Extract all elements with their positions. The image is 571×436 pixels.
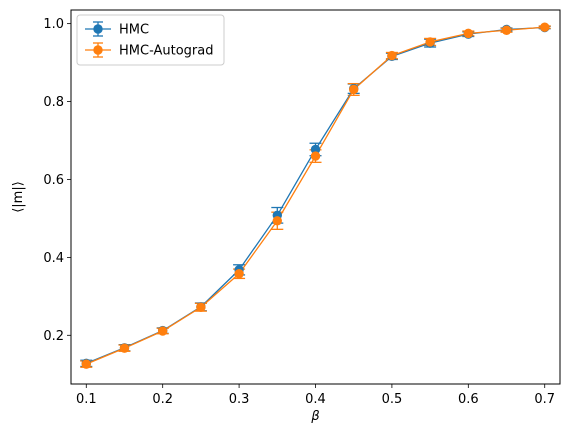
hmc-autograd-point [425, 37, 435, 47]
hmc-autograd-point [234, 269, 244, 279]
hmc-autograd-point [540, 22, 550, 32]
legend-marker [93, 24, 103, 34]
hmc-autograd-point [349, 84, 359, 95]
hmc-autograd-point [157, 326, 168, 336]
x-tick-label: 0.2 [152, 392, 173, 407]
x-axis-ticks: 0.1 0.2 0.3 0.4 0.5 0.6 0.7 [76, 384, 555, 407]
hmc-autograd-point [310, 151, 321, 161]
x-axis-label: β [310, 409, 319, 424]
x-tick-label: 0.3 [229, 392, 250, 407]
y-axis-ticks: 0.2 0.4 0.6 0.8 1.0 [43, 17, 71, 344]
legend-entry-hmc-autograd: HMC-Autograd [85, 42, 213, 59]
x-tick-label: 0.7 [534, 392, 555, 407]
x-tick-label: 0.5 [382, 392, 403, 407]
y-tick-label: 1.0 [43, 17, 64, 32]
series-points [81, 22, 550, 369]
hmc-autograd-point [196, 302, 206, 312]
hmc-autograd-point [272, 216, 282, 226]
x-tick-label: 0.1 [76, 392, 97, 407]
y-tick-label: 0.2 [43, 329, 64, 344]
y-tick-label: 0.4 [43, 251, 64, 266]
legend: HMC HMC-Autograd [76, 14, 225, 66]
hmc-point [310, 144, 321, 155]
legend-label: HMC [119, 23, 149, 38]
y-axis-label: ⟨|m|⟩ [11, 181, 26, 213]
x-tick-label: 0.4 [305, 392, 326, 407]
hmc-autograd-point [463, 28, 474, 39]
hmc-autograd-point [81, 359, 91, 369]
legend-entry-hmc: HMC [85, 21, 149, 38]
hmc-autograd-point [501, 25, 512, 35]
x-tick-label: 0.6 [458, 392, 479, 407]
legend-marker [93, 45, 103, 55]
y-tick-label: 0.8 [43, 95, 64, 110]
y-tick-label: 0.6 [43, 173, 64, 188]
legend-label: HMC-Autograd [119, 44, 213, 59]
legend-box [76, 14, 225, 66]
hmc-autograd-point [387, 50, 397, 61]
plot-area [71, 10, 560, 384]
hmc-autograd-point [119, 343, 130, 353]
